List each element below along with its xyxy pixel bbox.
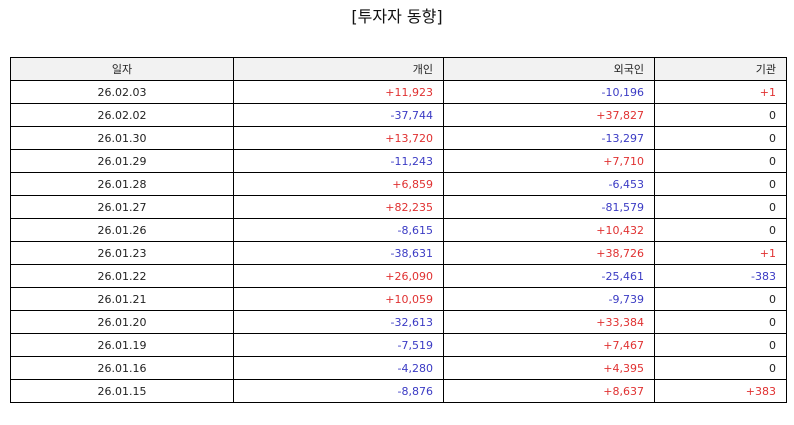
cell-institution: 0 (654, 195, 787, 219)
cell-date: 26.01.27 (10, 195, 234, 219)
cell-individual: -37,744 (233, 103, 444, 127)
cell-date: 26.02.02 (10, 103, 234, 127)
cell-institution: 0 (654, 149, 787, 173)
cell-foreign: +7,467 (443, 333, 655, 357)
column-header-institution: 기관 (654, 57, 787, 81)
table-row: 26.02.02 -37,744 +37,827 0 (10, 103, 787, 127)
cell-institution: +383 (654, 379, 787, 403)
cell-date: 26.01.28 (10, 172, 234, 196)
cell-foreign: -9,739 (443, 287, 655, 311)
cell-institution: 0 (654, 310, 787, 334)
cell-institution: -383 (654, 264, 787, 288)
cell-date: 26.01.19 (10, 333, 234, 357)
cell-individual: +6,859 (233, 172, 444, 196)
table-row: 26.01.23 -38,631 +38,726 +1 (10, 241, 787, 265)
cell-individual: -8,876 (233, 379, 444, 403)
cell-foreign: -25,461 (443, 264, 655, 288)
cell-individual: +82,235 (233, 195, 444, 219)
table-row: 26.01.20 -32,613 +33,384 0 (10, 310, 787, 334)
cell-date: 26.01.21 (10, 287, 234, 311)
cell-institution: 0 (654, 126, 787, 150)
cell-foreign: +38,726 (443, 241, 655, 265)
column-header-date: 일자 (10, 57, 234, 81)
cell-individual: +26,090 (233, 264, 444, 288)
cell-date: 26.02.03 (10, 80, 234, 104)
cell-foreign: -6,453 (443, 172, 655, 196)
cell-foreign: +4,395 (443, 356, 655, 380)
cell-institution: 0 (654, 218, 787, 242)
table-row: 26.01.21 +10,059 -9,739 0 (10, 287, 787, 311)
table-row: 26.01.29 -11,243 +7,710 0 (10, 149, 787, 173)
cell-individual: +10,059 (233, 287, 444, 311)
cell-individual: -32,613 (233, 310, 444, 334)
cell-institution: 0 (654, 333, 787, 357)
cell-date: 26.01.23 (10, 241, 234, 265)
cell-institution: 0 (654, 103, 787, 127)
header-row: 일자 개인 외국인 기관 (10, 57, 787, 81)
cell-foreign: -13,297 (443, 126, 655, 150)
cell-individual: +11,923 (233, 80, 444, 104)
cell-foreign: +37,827 (443, 103, 655, 127)
column-header-individual: 개인 (233, 57, 444, 81)
column-header-foreign: 외국인 (443, 57, 655, 81)
cell-institution: +1 (654, 80, 787, 104)
cell-institution: 0 (654, 287, 787, 311)
cell-date: 26.01.30 (10, 126, 234, 150)
cell-individual: -4,280 (233, 356, 444, 380)
table-row: 26.02.03 +11,923 -10,196 +1 (10, 80, 787, 104)
table-body: 26.02.03 +11,923 -10,196 +1 26.02.02 -37,744 +… (10, 80, 787, 403)
cell-date: 26.01.15 (10, 379, 234, 403)
table-row: 26.01.22 +26,090 -25,461 -383 (10, 264, 787, 288)
cell-date: 26.01.26 (10, 218, 234, 242)
cell-individual: -38,631 (233, 241, 444, 265)
cell-foreign: -81,579 (443, 195, 655, 219)
table-header: 일자 개인 외국인 기관 (10, 57, 787, 81)
cell-individual: -11,243 (233, 149, 444, 173)
cell-foreign: -10,196 (443, 80, 655, 104)
cell-date: 26.01.16 (10, 356, 234, 380)
cell-date: 26.01.22 (10, 264, 234, 288)
cell-institution: 0 (654, 356, 787, 380)
table-row: 26.01.15 -8,876 +8,637 +383 (10, 379, 787, 403)
table-row: 26.01.19 -7,519 +7,467 0 (10, 333, 787, 357)
cell-foreign: +7,710 (443, 149, 655, 173)
table-row: 26.01.30 +13,720 -13,297 0 (10, 126, 787, 150)
cell-institution: +1 (654, 241, 787, 265)
table-row: 26.01.16 -4,280 +4,395 0 (10, 356, 787, 380)
cell-foreign: +10,432 (443, 218, 655, 242)
table-row: 26.01.28 +6,859 -6,453 0 (10, 172, 787, 196)
cell-institution: 0 (654, 172, 787, 196)
cell-foreign: +33,384 (443, 310, 655, 334)
table-row: 26.01.27 +82,235 -81,579 0 (10, 195, 787, 219)
investor-trend-table: 일자 개인 외국인 기관 26.02.03 +11,923 -10,196 +1 26.… (10, 57, 787, 403)
cell-individual: -8,615 (233, 218, 444, 242)
cell-date: 26.01.29 (10, 149, 234, 173)
cell-foreign: +8,637 (443, 379, 655, 403)
page-title: [투자자 동향] (351, 7, 443, 26)
cell-individual: +13,720 (233, 126, 444, 150)
table-row: 26.01.26 -8,615 +10,432 0 (10, 218, 787, 242)
cell-individual: -7,519 (233, 333, 444, 357)
cell-date: 26.01.20 (10, 310, 234, 334)
